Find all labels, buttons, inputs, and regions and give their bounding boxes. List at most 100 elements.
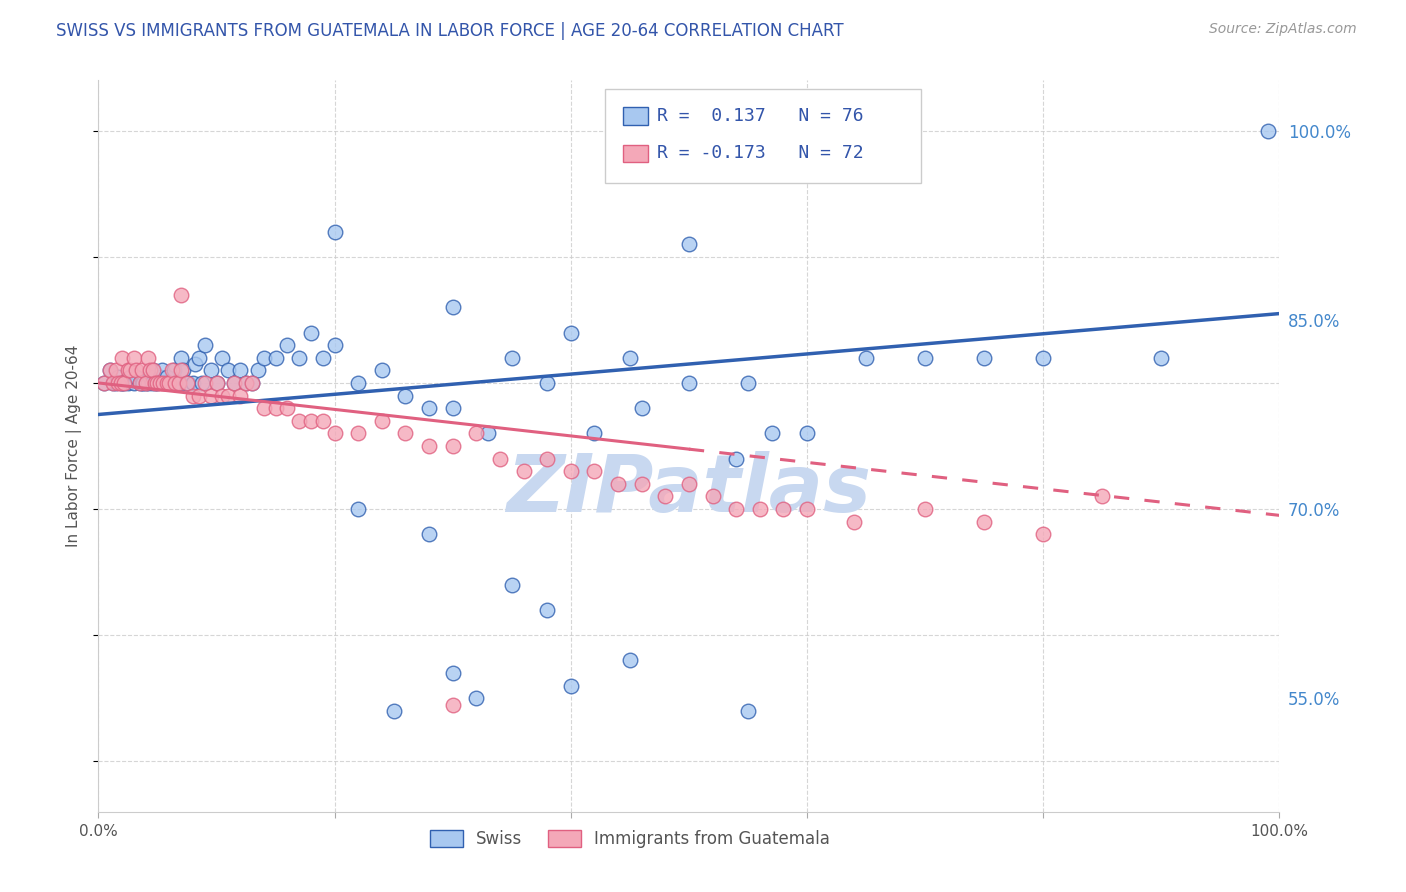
Point (678, 376, 700, 390)
Point (156, 369, 179, 384)
Point (630, 401, 652, 416)
Point (725, 502, 748, 516)
Text: Source: ZipAtlas.com: Source: ZipAtlas.com (1209, 22, 1357, 37)
Point (165, 376, 187, 390)
Point (122, 376, 145, 390)
Point (224, 376, 246, 390)
Point (560, 326, 582, 340)
Point (347, 376, 370, 390)
Point (153, 376, 176, 390)
Point (229, 363, 252, 377)
Text: R =  0.137   N = 76: R = 0.137 N = 76 (657, 107, 863, 125)
Point (131, 376, 153, 390)
Point (101, 376, 124, 390)
Point (418, 527, 440, 541)
Point (150, 363, 173, 377)
Point (143, 376, 166, 390)
Point (737, 376, 759, 390)
Point (560, 464, 582, 478)
Point (536, 376, 558, 390)
Point (125, 369, 148, 384)
Point (224, 376, 246, 390)
Point (264, 401, 287, 416)
Point (441, 665, 464, 680)
Point (139, 363, 162, 377)
Point (200, 388, 222, 402)
Point (111, 376, 134, 390)
Point (796, 502, 818, 516)
Point (240, 376, 263, 390)
Point (174, 376, 197, 390)
Point (98, 363, 121, 377)
Point (477, 426, 499, 441)
Point (235, 376, 257, 390)
Point (678, 237, 700, 252)
Point (371, 414, 394, 428)
Point (125, 363, 148, 377)
Point (194, 376, 217, 390)
Legend: Swiss, Immigrants from Guatemala: Swiss, Immigrants from Guatemala (423, 823, 837, 855)
Point (107, 376, 129, 390)
Point (146, 376, 169, 390)
Point (1257, 124, 1279, 138)
Point (136, 351, 159, 365)
Point (1032, 527, 1054, 541)
Point (101, 376, 124, 390)
Point (371, 363, 394, 377)
Point (143, 376, 166, 390)
Point (748, 502, 770, 516)
Point (181, 388, 204, 402)
Point (276, 338, 298, 352)
Point (107, 369, 129, 384)
Point (465, 691, 488, 706)
Point (761, 426, 783, 441)
Point (136, 376, 159, 390)
Point (170, 351, 193, 365)
Point (142, 363, 165, 377)
Point (441, 300, 464, 314)
Point (120, 363, 142, 377)
Text: R = -0.173   N = 72: R = -0.173 N = 72 (657, 145, 863, 162)
Point (160, 363, 183, 377)
Point (141, 376, 163, 390)
Point (394, 426, 416, 441)
Text: ZIPatlas: ZIPatlas (506, 450, 872, 529)
Point (105, 363, 128, 377)
Point (441, 698, 464, 712)
Point (253, 401, 276, 416)
Point (501, 351, 523, 365)
Point (323, 426, 346, 441)
Point (725, 451, 748, 466)
Point (170, 363, 193, 377)
Point (128, 376, 150, 390)
Point (501, 578, 523, 592)
Point (630, 476, 652, 491)
Point (93, 376, 115, 390)
Point (205, 376, 228, 390)
Point (157, 376, 180, 390)
Point (737, 704, 759, 718)
Point (418, 439, 440, 453)
Point (235, 376, 257, 390)
Point (172, 363, 194, 377)
Point (110, 376, 132, 390)
Point (98, 363, 121, 377)
Point (205, 376, 228, 390)
Point (105, 376, 128, 390)
Point (112, 376, 135, 390)
Point (211, 351, 233, 365)
Point (132, 376, 155, 390)
Point (139, 369, 162, 384)
Point (187, 351, 209, 365)
Point (110, 376, 132, 390)
Point (177, 376, 200, 390)
Point (441, 401, 464, 416)
Point (583, 426, 606, 441)
Point (157, 376, 180, 390)
Point (654, 490, 676, 504)
Point (191, 376, 214, 390)
Point (312, 351, 335, 365)
Point (167, 376, 190, 390)
Point (240, 376, 263, 390)
Point (973, 515, 995, 529)
